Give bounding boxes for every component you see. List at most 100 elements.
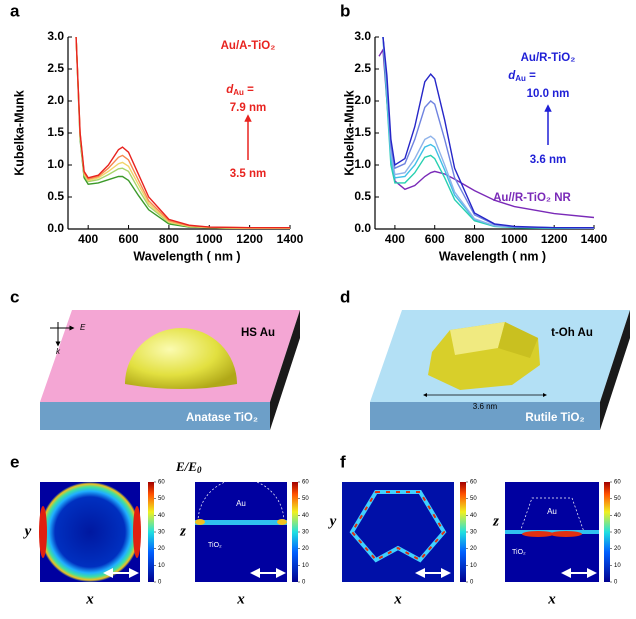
particle-label: HS Au: [241, 327, 275, 339]
y-tick-label: 0.0: [47, 221, 64, 235]
colorbar-tick-label: 60: [470, 480, 477, 486]
colorbar-tick-label: 60: [302, 480, 309, 486]
x-tick-label: 800: [465, 232, 485, 246]
panel-e: e E/E0 y x Au TiO₂ z x: [10, 452, 287, 607]
colorbar-tick-label: 50: [614, 496, 621, 502]
hotspots: [350, 491, 446, 562]
colorbar-tick-label: 50: [158, 496, 165, 502]
size-symbol: dAu =: [508, 70, 536, 83]
y-tick-label: 1.5: [354, 125, 371, 139]
colorbar-tick-label: 50: [302, 496, 309, 502]
panel-label: e: [10, 452, 19, 471]
k-label: k: [56, 347, 61, 356]
colorbar-tick-label: 30: [470, 530, 477, 536]
panel-label: c: [10, 287, 19, 306]
x-axis-label: x: [547, 591, 556, 607]
y-tick-label: 0.5: [354, 189, 371, 203]
y-axis-label: y: [23, 523, 32, 539]
x-tick-label: 1000: [501, 232, 528, 246]
x-tick-label: 1200: [541, 232, 568, 246]
facet: [498, 322, 538, 358]
colorbar-tick-label: 10: [302, 563, 309, 569]
size-d: d: [226, 84, 234, 96]
hotspot: [39, 506, 47, 558]
size-label: 3.6 nm: [473, 402, 498, 411]
y-tick-label: 2.0: [354, 93, 371, 107]
colorbar-tick-label: 0: [470, 580, 474, 586]
colorbar-scale: [460, 482, 466, 582]
colorbar-tick-label: 30: [302, 530, 309, 536]
y-axis-label: Kubelka-Munk: [342, 90, 356, 175]
y-axis-label: z: [179, 523, 186, 539]
colorbar-tick-label: 20: [470, 546, 477, 552]
x-tick-label: 400: [385, 232, 405, 246]
y-axis-label: Kubelka-Munk: [12, 90, 26, 175]
y-tick-label: 3.0: [354, 29, 371, 43]
size-min: 3.6 nm: [530, 154, 566, 166]
y-tick-label: 3.0: [47, 29, 64, 43]
colorbar-tick-label: 50: [470, 496, 477, 502]
hotspot: [522, 531, 554, 537]
interface-band: [195, 520, 287, 525]
size-eq: =: [244, 84, 254, 96]
colorbar-tick-label: 40: [158, 513, 165, 519]
colorbar-tick-label: 60: [614, 480, 621, 486]
sample-label: Au/R-TiO₂: [521, 52, 576, 64]
substrate-side: [270, 310, 300, 430]
colorbar-tick-label: 20: [158, 546, 165, 552]
colorbar-tick-label: 0: [302, 580, 306, 586]
panel-f: f y x Au TiO₂ z x: [328, 452, 599, 607]
x-axis-label: x: [393, 591, 402, 607]
colorbar-scale: [604, 482, 610, 582]
series-line: [75, 37, 290, 229]
hotspot: [550, 531, 582, 537]
field-map: [195, 482, 287, 582]
hotspot: [277, 519, 287, 525]
x-tick-label: 400: [78, 232, 98, 246]
colorbar-title-main: E/E: [175, 459, 197, 474]
size-max: 7.9 nm: [230, 102, 266, 114]
colorbar: 0 10 20 30 40 50 60: [292, 480, 309, 586]
nr-label: Au//R-TiO₂ NR: [493, 192, 571, 204]
colorbar-tick-label: 40: [614, 513, 621, 519]
colorbar: 0 10 20 30 40 50 60: [604, 480, 621, 586]
size-symbol: dAu =: [226, 84, 254, 97]
y-axis-label: y: [328, 513, 337, 529]
y-tick-label: 2.5: [47, 61, 64, 75]
x-tick-label: 800: [159, 232, 179, 246]
series-line: [75, 37, 290, 229]
size-sub: Au: [233, 88, 244, 97]
size-eq: =: [526, 70, 536, 82]
y-tick-label: 0.5: [47, 189, 64, 203]
x-tick-label: 1200: [236, 232, 263, 246]
sample-label: Au/A-TiO₂: [221, 40, 276, 52]
substrate-front: [40, 402, 270, 430]
colorbar-scale: [292, 482, 298, 582]
colorbar-tick-label: 30: [158, 530, 165, 536]
panel-label: b: [340, 1, 350, 20]
colorbar-tick-label: 40: [302, 513, 309, 519]
x-axis-label: Wavelength ( nm ): [133, 249, 240, 263]
series-line: [75, 37, 290, 229]
panel-label: d: [340, 287, 350, 306]
field-ring: [40, 482, 140, 582]
x-axis-label: x: [236, 591, 245, 607]
colorbar-title: E/E0: [175, 459, 202, 475]
colorbar: 0 10 20 30 40 50 60: [460, 480, 477, 586]
size-sub: Au: [515, 74, 526, 83]
y-tick-label: 0.0: [354, 221, 371, 235]
x-tick-label: 600: [119, 232, 139, 246]
colorbar: 0 10 20 30 40 50 60: [148, 480, 165, 586]
panel-d: d t-Oh Au 3.6 nm Rutile TiO₂: [340, 287, 630, 430]
size-max: 10.0 nm: [527, 88, 570, 100]
field-map: [342, 482, 454, 582]
e-label: E: [80, 323, 86, 332]
series-line: [75, 37, 290, 229]
x-tick-label: 600: [425, 232, 445, 246]
colorbar-tick-label: 10: [158, 563, 165, 569]
tio2-label: TiO₂: [208, 542, 222, 549]
y-tick-label: 2.0: [47, 93, 64, 107]
colorbar-tick-label: 30: [614, 530, 621, 536]
y-tick-label: 2.5: [354, 61, 371, 75]
